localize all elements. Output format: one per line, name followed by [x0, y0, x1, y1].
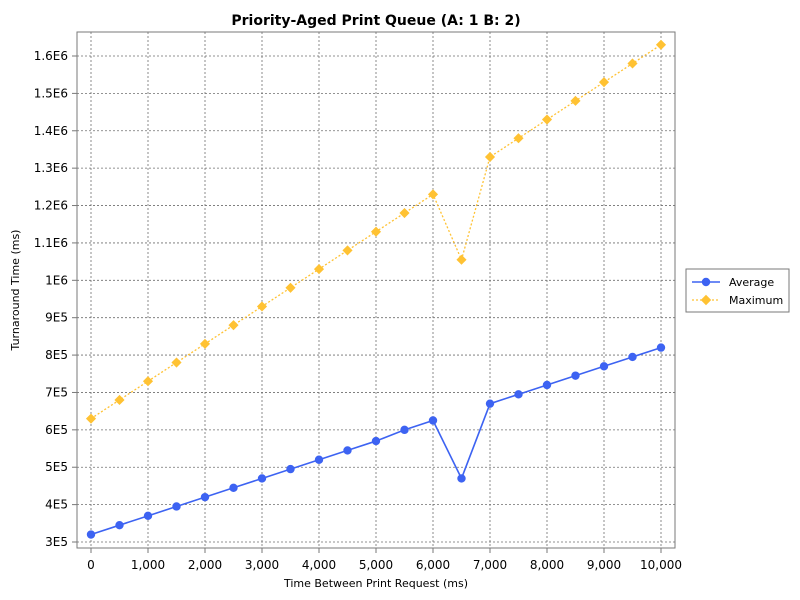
data-point-average [86, 530, 96, 539]
data-point-average [599, 362, 609, 371]
y-tick-label: 1.1E6 [34, 236, 68, 250]
y-tick-label: 8E5 [45, 348, 68, 362]
data-point-average [457, 474, 466, 483]
data-point-maximum [513, 133, 524, 144]
data-point-maximum [370, 226, 382, 237]
data-point-maximum [541, 114, 553, 125]
data-point-average [143, 511, 153, 521]
data-point-maximum [427, 189, 439, 200]
y-tick-label: 1.6E6 [34, 49, 68, 63]
data-point-average [656, 343, 666, 352]
x-tick-label: 7,000 [473, 558, 507, 572]
data-point-maximum [484, 151, 496, 163]
data-point-average [371, 436, 381, 446]
data-point-maximum [627, 58, 638, 69]
x-tick-label: 3,000 [245, 558, 279, 572]
data-point-maximum [142, 376, 154, 387]
data-point-average [200, 492, 210, 502]
data-point-maximum [171, 357, 182, 368]
data-point-average [172, 502, 181, 511]
data-point-maximum [456, 254, 467, 265]
data-point-average [571, 371, 580, 380]
x-tick-label: 9,000 [587, 558, 621, 572]
data-point-average [400, 425, 409, 435]
data-point-maximum [313, 264, 325, 275]
x-tick-label: 0 [87, 558, 95, 572]
data-point-maximum [598, 77, 610, 88]
legend-label-maximum: Maximum [729, 294, 783, 307]
data-point-average [628, 352, 637, 362]
legend-label-average: Average [729, 276, 774, 289]
x-tick-label: 1,000 [131, 558, 165, 572]
data-point-average [314, 455, 324, 464]
y-tick-label: 1E6 [45, 273, 68, 287]
data-point-average [428, 416, 438, 425]
x-axis-label: Time Between Print Request (ms) [283, 577, 468, 590]
chart-title: Priority-Aged Print Queue (A: 1 B: 2) [231, 13, 520, 29]
y-tick-label: 3E5 [45, 535, 68, 549]
legend-box [685, 268, 790, 313]
data-point-maximum [85, 413, 97, 424]
data-point-maximum [285, 282, 296, 293]
data-point-average [485, 399, 495, 408]
data-point-maximum [570, 95, 581, 106]
data-point-average [343, 446, 352, 455]
data-point-average [115, 520, 124, 530]
x-tick-label: 5,000 [359, 558, 393, 572]
data-point-average [229, 483, 238, 492]
data-point-maximum [342, 245, 353, 256]
y-tick-label: 1.3E6 [34, 161, 68, 175]
data-point-maximum [399, 207, 410, 219]
y-axis-label: Turnaround Time (ms) [9, 230, 22, 352]
y-tick-label: 7E5 [45, 385, 68, 399]
x-tick-label: 10,000 [640, 558, 682, 572]
x-tick-label: 8,000 [530, 558, 564, 572]
x-tick-label: 4,000 [302, 558, 336, 572]
data-point-maximum [655, 39, 667, 50]
data-point-maximum [199, 338, 211, 349]
data-point-maximum [256, 301, 268, 312]
legend-marker-maximum [700, 294, 712, 306]
y-tick-label: 6E5 [45, 423, 68, 437]
legend-marker-average [701, 277, 711, 287]
data-point-maximum [114, 394, 125, 406]
data-point-average [514, 390, 523, 399]
y-tick-label: 1.5E6 [34, 86, 68, 100]
x-tick-label: 2,000 [188, 558, 222, 572]
y-tick-label: 4E5 [45, 498, 68, 512]
y-tick-label: 5E5 [45, 460, 68, 474]
y-tick-label: 1.4E6 [34, 124, 68, 138]
data-point-average [257, 474, 267, 483]
y-tick-label: 1.2E6 [34, 199, 68, 213]
data-point-average [286, 464, 295, 474]
x-tick-label: 6,000 [416, 558, 450, 572]
y-tick-label: 9E5 [45, 311, 68, 325]
data-point-average [542, 380, 552, 390]
data-point-maximum [228, 320, 239, 331]
